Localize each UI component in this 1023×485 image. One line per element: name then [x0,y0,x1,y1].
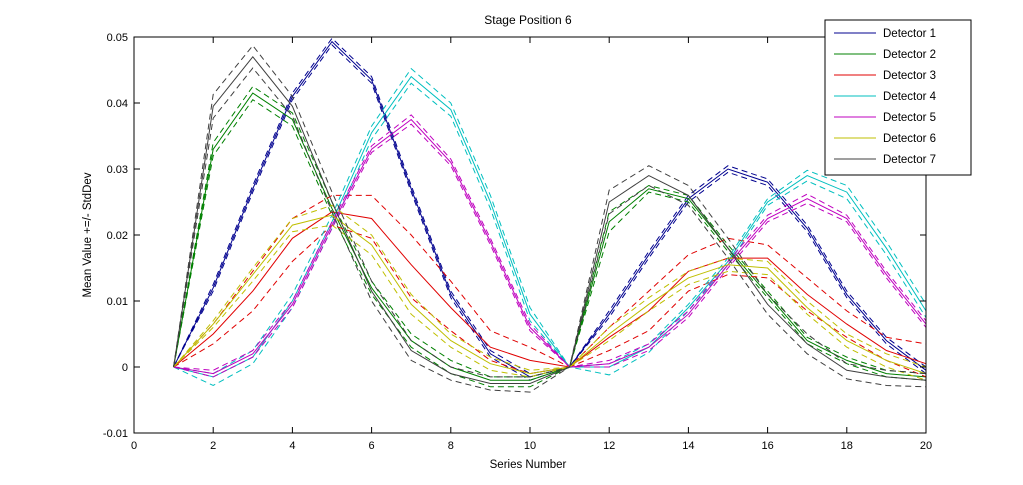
chart-title: Stage Position 6 [484,13,572,27]
x-axis: 0 2 4 6 8 10 12 14 16 18 20 [131,37,932,452]
x-tick-label: 14 [682,440,694,452]
legend-box [824,19,972,176]
detector-3-upper-line [173,194,927,368]
detector-7-mean-line [173,55,927,384]
y-tick-label: 0 [122,362,128,374]
x-tick-label: 12 [603,440,615,452]
detector-2-lower-line [173,99,927,388]
x-tick-label: 4 [289,440,295,452]
detector-6-lower-line [173,224,927,381]
y-axis: -0.01 0 0.01 0.02 0.03 0.04 0.05 [103,32,926,440]
legend-label: Detector 1 [883,28,936,40]
detector-5-lower-line [173,123,927,378]
y-tick-label: 0.02 [107,230,128,242]
legend-label: Detector 5 [883,112,936,124]
x-tick-label: 8 [448,440,454,452]
detector-5-mean-line [173,118,927,375]
detector-3-mean-line [173,211,927,368]
y-tick-label: 0.01 [107,296,128,308]
legend-label: Detector 4 [883,91,937,103]
legend-label: Detector 6 [883,133,936,145]
y-tick-label: 0.03 [107,164,128,176]
detector-7-lower-line [173,67,927,393]
x-tick-label: 16 [761,440,773,452]
detector-6-mean-line [173,214,927,375]
y-tick-label: 0.05 [107,32,128,44]
detector-7-upper-line [173,44,927,378]
x-tick-label: 0 [131,440,137,452]
y-tick-label: -0.01 [103,428,128,440]
x-tick-label: 18 [841,440,853,452]
x-tick-label: 6 [369,440,375,452]
y-axis-label: Mean Value +=/- StdDev [82,172,94,297]
detector-2-upper-line [173,85,927,378]
y-tick-label: 0.04 [107,98,128,110]
legend-label: Detector 7 [883,154,936,166]
legend-label: Detector 3 [883,70,936,82]
x-tick-label: 10 [524,440,536,452]
detector-5-upper-line [173,114,927,371]
x-axis-label: Series Number [490,459,567,471]
detector-2-mean-line [173,92,927,381]
legend-label: Detector 2 [883,49,936,61]
legend: Detector 1 Detector 2 Detector 3 Detector 4… [824,19,972,176]
x-tick-label: 20 [920,440,932,452]
x-tick-label: 2 [210,440,216,452]
plot-area [173,37,927,393]
